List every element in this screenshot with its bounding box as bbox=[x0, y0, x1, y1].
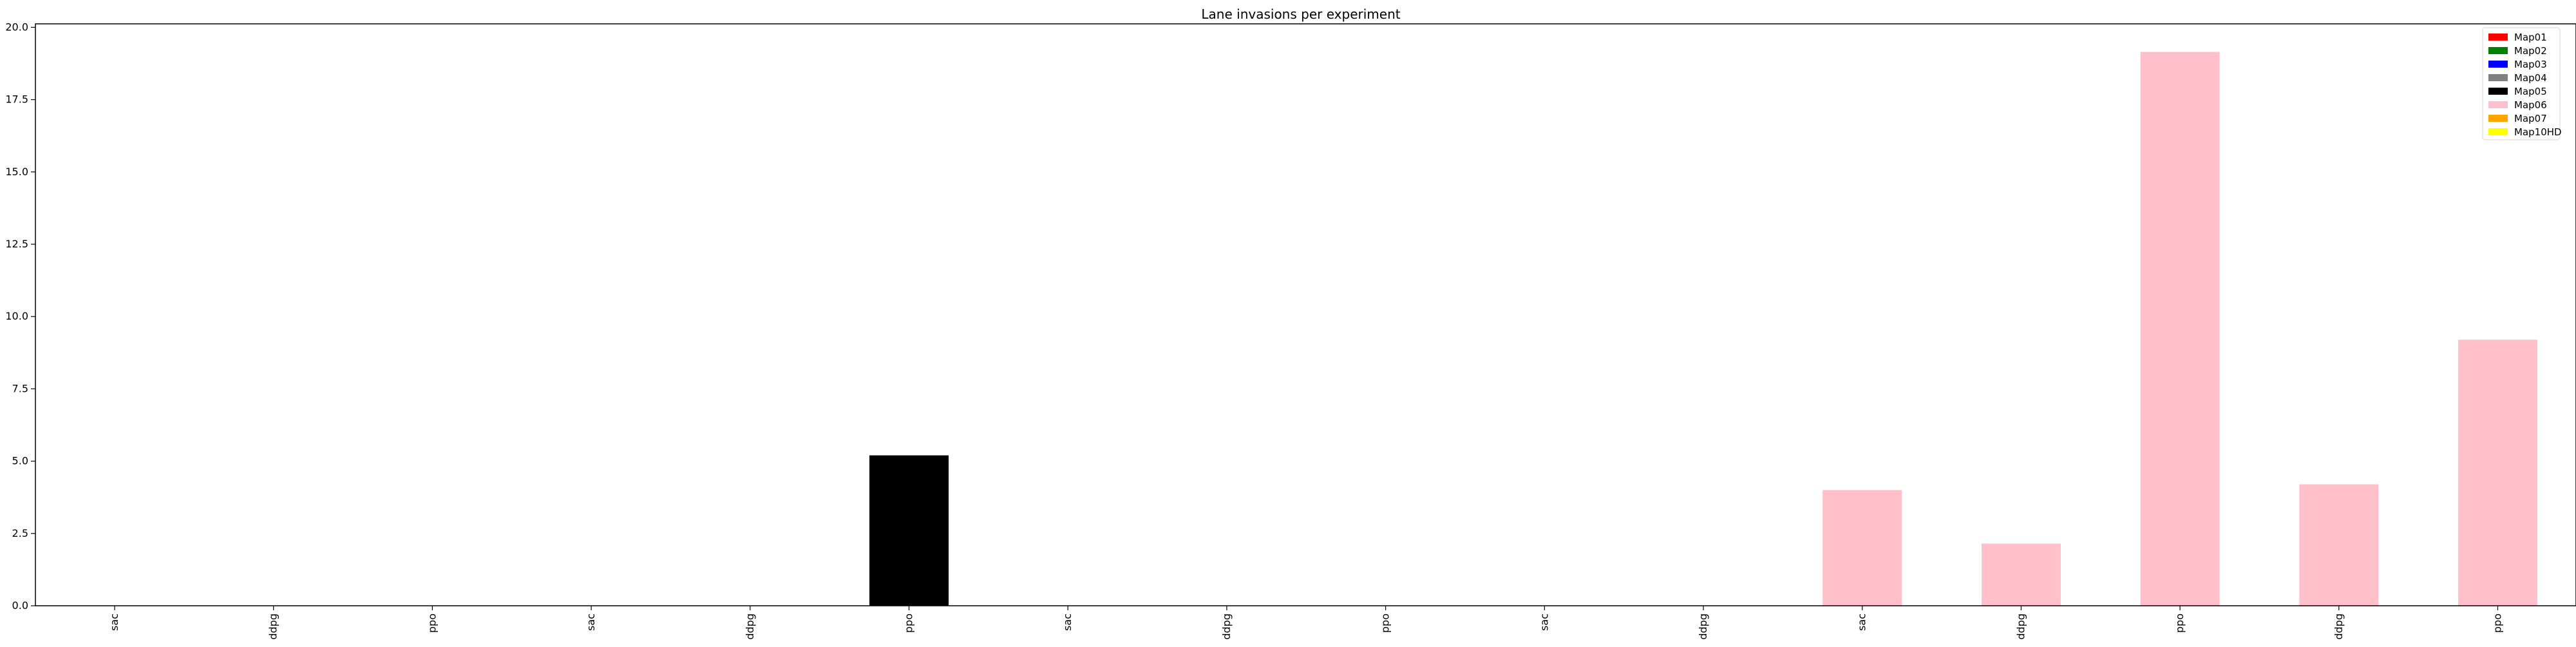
x-tick-label: ppo bbox=[2492, 613, 2504, 633]
bar bbox=[2140, 52, 2220, 606]
x-tick-label: sac bbox=[108, 613, 120, 631]
legend: Map01 Map02 Map03 Map04 Map05 Map06 Map07 Map10… bbox=[2482, 27, 2562, 140]
x-tick-label: ddpg bbox=[267, 613, 279, 640]
x-tick-label: ppo bbox=[1379, 613, 1392, 633]
x-tick-label: sac bbox=[1856, 613, 1868, 631]
x-tick-label: sac bbox=[1538, 613, 1550, 631]
y-tick-label: 10.0 bbox=[5, 310, 28, 322]
bar bbox=[1981, 543, 2061, 606]
y-axis: 0.0 2.5 5.0 7.5 10.0 12.5 15.0 17.5 20.0 bbox=[5, 21, 35, 612]
y-tick-label: 7.5 bbox=[12, 382, 28, 394]
x-tick-label: ddpg bbox=[2014, 613, 2027, 640]
legend-swatch bbox=[2488, 115, 2508, 122]
y-tick-label: 17.5 bbox=[5, 93, 28, 106]
plot-frame bbox=[35, 23, 2576, 606]
legend-label: Map01 bbox=[2514, 32, 2547, 43]
y-tick-label: 0.0 bbox=[12, 599, 28, 612]
chart-title: Lane invasions per experiment bbox=[1201, 6, 1400, 22]
bar bbox=[2299, 484, 2379, 606]
legend-label: Map02 bbox=[2514, 45, 2547, 57]
x-tick-label: sac bbox=[585, 613, 597, 631]
legend-swatch bbox=[2488, 74, 2508, 81]
legend-label: Map06 bbox=[2514, 99, 2547, 111]
bar bbox=[869, 455, 949, 606]
bars-layer bbox=[869, 52, 2537, 606]
legend-swatch bbox=[2488, 34, 2508, 41]
legend-swatch bbox=[2488, 88, 2508, 95]
legend-swatch bbox=[2488, 47, 2508, 54]
bar bbox=[2458, 340, 2537, 606]
legend-swatch bbox=[2488, 128, 2508, 135]
x-tick-label: ddpg bbox=[2333, 613, 2345, 640]
legend-label: Map10HD bbox=[2514, 126, 2562, 138]
y-tick-label: 2.5 bbox=[12, 527, 28, 539]
x-tick-label: ddpg bbox=[1220, 613, 1233, 640]
y-tick-label: 15.0 bbox=[5, 166, 28, 178]
x-tick-label: sac bbox=[1061, 613, 1074, 631]
bar bbox=[1823, 490, 1902, 606]
legend-label: Map04 bbox=[2514, 72, 2547, 84]
legend-label: Map03 bbox=[2514, 59, 2547, 70]
y-tick-label: 12.5 bbox=[5, 238, 28, 250]
y-tick-label: 20.0 bbox=[5, 21, 28, 33]
x-tick-label: ddpg bbox=[1697, 613, 1709, 640]
legend-frame bbox=[2482, 27, 2561, 140]
x-tick-label: ddpg bbox=[744, 613, 756, 640]
legend-swatch bbox=[2488, 101, 2508, 108]
x-tick-label: ppo bbox=[903, 613, 915, 633]
legend-label: Map05 bbox=[2514, 86, 2547, 97]
legend-swatch bbox=[2488, 61, 2508, 68]
x-tick-label: ppo bbox=[2174, 613, 2186, 633]
x-tick-label: ppo bbox=[426, 613, 438, 633]
legend-label: Map07 bbox=[2514, 113, 2547, 124]
x-axis: sac ddpg ppo sac ddpg ppo sac ddpg ppo sac ddpg sac… bbox=[108, 606, 2504, 640]
y-tick-label: 5.0 bbox=[12, 455, 28, 467]
